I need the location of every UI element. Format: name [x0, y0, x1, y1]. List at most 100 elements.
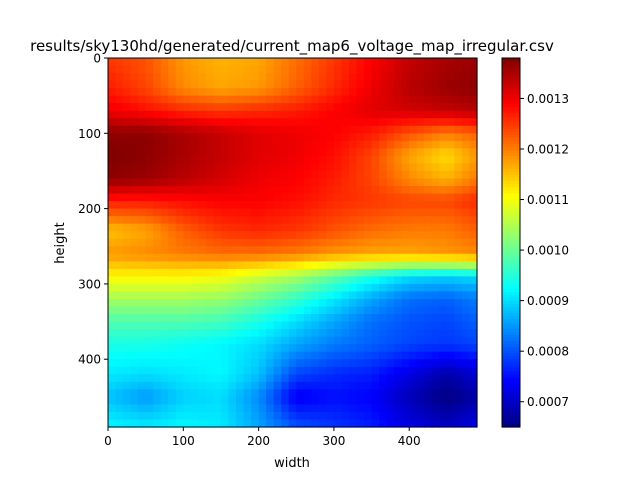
heatmap-cell [130, 110, 139, 119]
heatmap-cell [431, 291, 440, 300]
heatmap-cell [236, 193, 245, 202]
heatmap-cell [386, 118, 395, 127]
heatmap-cell [296, 314, 305, 323]
heatmap-cell [386, 314, 395, 323]
heatmap-cell [236, 314, 245, 323]
heatmap-cell [205, 163, 215, 172]
heatmap-cell [288, 306, 297, 315]
heatmap-cell [341, 58, 350, 67]
heatmap-cell [348, 389, 358, 398]
heatmap-cell [341, 411, 350, 421]
heatmap-cell [236, 238, 245, 247]
heatmap-cell [138, 276, 147, 285]
heatmap-cell [220, 95, 230, 104]
heatmap-cell [416, 231, 425, 240]
heatmap-cell [379, 374, 388, 383]
heatmap-cell [266, 95, 275, 104]
heatmap-cell [145, 88, 154, 97]
heatmap-cell [123, 411, 132, 421]
heatmap-cell [333, 73, 343, 82]
heatmap-cell [153, 95, 162, 104]
heatmap-cell [160, 223, 169, 232]
heatmap-cell [454, 404, 463, 413]
heatmap-cell [326, 298, 335, 308]
heatmap-cell [138, 419, 147, 428]
heatmap-cell [394, 359, 403, 368]
heatmap-cell [198, 208, 207, 217]
heatmap-cell [123, 298, 132, 308]
heatmap-cell [281, 359, 290, 368]
heatmap-cell [281, 321, 290, 330]
heatmap-cell [333, 246, 343, 255]
heatmap-cell [454, 80, 463, 89]
heatmap-cell [446, 268, 456, 277]
heatmap-cell [213, 253, 222, 262]
heatmap-cell [175, 125, 184, 134]
heatmap-cell [213, 321, 222, 330]
heatmap-cell [273, 163, 282, 172]
heatmap-cell [394, 246, 403, 255]
heatmap-cell [123, 95, 132, 104]
colorbar-segment [502, 73, 520, 78]
colorbar-segment [502, 168, 520, 173]
heatmap-cell [446, 344, 456, 353]
heatmap-cell [371, 336, 380, 345]
heatmap-cell [288, 208, 297, 217]
heatmap-cell [266, 73, 275, 82]
colorbar-segment [502, 365, 520, 370]
heatmap-cell [190, 223, 199, 232]
heatmap-cell [454, 65, 463, 74]
heatmap-cell [409, 231, 418, 240]
heatmap-cell [461, 253, 471, 262]
heatmap-cell [138, 103, 147, 112]
heatmap-cell [356, 110, 365, 119]
heatmap-cell [303, 291, 312, 300]
heatmap-cell [175, 253, 184, 262]
heatmap-cell [153, 411, 162, 421]
heatmap-cell [175, 404, 184, 413]
heatmap-cell [416, 95, 425, 104]
heatmap-cell [108, 329, 117, 338]
heatmap-cell [183, 73, 192, 82]
heatmap-cell [213, 389, 222, 398]
heatmap-cell [168, 404, 177, 413]
heatmap-cell [394, 80, 403, 89]
colorbar-tick-label: 0.0012 [527, 142, 569, 156]
heatmap-cell [213, 118, 222, 127]
heatmap-cell [311, 351, 320, 360]
heatmap-cell [341, 103, 350, 112]
heatmap-cell [183, 344, 192, 353]
heatmap-cell [175, 381, 184, 390]
heatmap-cell [145, 223, 154, 232]
colorbar-segment [502, 76, 520, 81]
heatmap-cell [318, 208, 327, 217]
heatmap-cell [446, 125, 456, 134]
colorbar-segment [502, 214, 520, 219]
heatmap-cell [416, 381, 425, 390]
heatmap-cell [446, 246, 456, 255]
heatmap-cell [409, 208, 418, 217]
heatmap-cell [348, 170, 358, 180]
heatmap-cell [394, 170, 403, 180]
heatmap-cell [160, 80, 169, 89]
heatmap-cell [454, 261, 463, 270]
heatmap-cell [401, 208, 410, 217]
heatmap-cell [364, 366, 373, 375]
heatmap-cell [123, 231, 132, 240]
heatmap-cell [326, 336, 335, 345]
heatmap-cell [439, 261, 448, 270]
heatmap-cell [416, 306, 425, 315]
heatmap-cell [115, 73, 124, 82]
heatmap-cell [288, 155, 297, 165]
heatmap-cell [318, 306, 327, 315]
heatmap-cell [461, 381, 471, 390]
heatmap-cell [394, 88, 403, 97]
heatmap-cell [130, 419, 139, 428]
heatmap-cell [296, 411, 305, 421]
heatmap-cell [281, 103, 290, 112]
heatmap-cell [288, 396, 297, 406]
heatmap-cell [318, 396, 327, 406]
heatmap-cell [236, 133, 245, 142]
heatmap-cell [258, 306, 267, 315]
heatmap-cell [213, 163, 222, 172]
